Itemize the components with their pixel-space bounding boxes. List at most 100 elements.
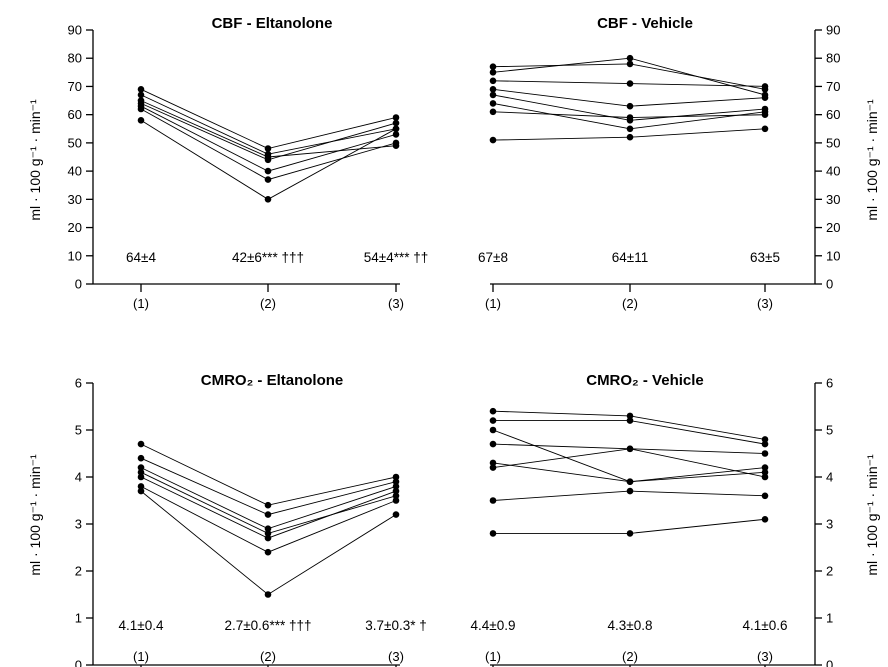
data-point: [626, 80, 634, 87]
stat-annotation: 4.4±0.9: [471, 618, 516, 633]
data-point: [392, 131, 400, 138]
x-tick-label: (1): [485, 649, 501, 664]
y-tick-label: 70: [826, 79, 840, 94]
data-point: [489, 136, 497, 144]
chart-panel-0: 0 10 20 30 40 50 60 70 80 90 (1) (2) (3) 64±4 42±6*** …: [68, 23, 429, 312]
data-point: [489, 63, 497, 70]
data-point: [489, 426, 497, 434]
y-tick-label: 1: [75, 611, 82, 626]
data-point: [761, 440, 769, 448]
y-tick-label: 80: [826, 51, 840, 66]
stat-annotation: 67±8: [478, 250, 508, 265]
data-point: [392, 483, 400, 490]
data-point: [264, 196, 272, 203]
stat-annotation: 64±11: [612, 250, 648, 265]
y-tick-label: 20: [826, 220, 840, 235]
y-tick-label: 3: [826, 517, 833, 532]
y-tick-label: 4: [826, 470, 833, 485]
data-point: [137, 464, 145, 471]
stat-annotation: 4.1±0.4: [119, 618, 164, 633]
data-point: [137, 86, 145, 93]
y-axis-label-right-top: ml · 100 g⁻¹ · min⁻¹: [864, 99, 880, 221]
y-tick-label: 0: [75, 277, 82, 292]
data-point: [489, 108, 497, 116]
data-point: [761, 469, 769, 476]
data-point: [137, 117, 145, 124]
y-tick-label: 0: [826, 658, 833, 667]
y-tick-label: 0: [826, 277, 833, 292]
data-point: [489, 77, 497, 85]
data-point: [761, 464, 769, 471]
data-point: [264, 534, 272, 542]
data-point: [392, 125, 400, 133]
y-tick-label: 40: [68, 164, 82, 179]
data-point: [626, 133, 634, 141]
y-tick-label: 60: [68, 107, 82, 122]
y-tick-label: 10: [826, 248, 840, 263]
x-tick-label: (3): [388, 296, 404, 311]
data-point: [264, 501, 272, 509]
panel-title: CMRO₂ - Eltanolone: [201, 372, 344, 389]
series-line: [140, 486, 397, 553]
data-point: [761, 473, 769, 481]
panel-title: CBF - Vehicle: [597, 15, 693, 32]
data-point: [137, 483, 145, 490]
series-line: [140, 467, 397, 530]
data-point: [137, 105, 145, 113]
x-tick-label: (3): [757, 649, 773, 664]
series-line: [492, 429, 766, 483]
data-point: [761, 450, 769, 457]
chart-panel-2: 0 1 2 3 4 5 6 (1) (2) (3) 4.1±0.4 2.7±0.6*** ††† 3.7…: [75, 376, 427, 667]
data-point: [137, 91, 145, 99]
data-point: [626, 102, 634, 110]
data-point: [489, 497, 497, 504]
stat-annotation: 4.3±0.8: [608, 618, 653, 633]
y-tick-label: 40: [826, 164, 840, 179]
data-point: [761, 83, 769, 90]
x-tick-label: (3): [388, 649, 404, 664]
data-point: [761, 111, 769, 118]
y-tick-label: 50: [826, 135, 840, 150]
data-point: [489, 86, 497, 93]
panel-cbf-eltanolone: CBF - Eltanolone: [212, 15, 333, 32]
y-tick-label: 4: [75, 470, 82, 485]
y-tick-label: 5: [826, 423, 833, 438]
data-point: [626, 60, 634, 68]
data-point: [392, 487, 400, 495]
y-axis-label-left-top: ml · 100 g⁻¹ · min⁻¹: [27, 99, 43, 221]
data-point: [264, 548, 272, 556]
data-point: [761, 94, 769, 101]
stat-annotation: 64±4: [126, 250, 156, 265]
x-tick-label: (1): [133, 649, 149, 664]
data-point: [137, 487, 145, 495]
data-point: [264, 167, 272, 175]
data-point: [392, 119, 400, 127]
y-tick-label: 90: [826, 23, 840, 38]
data-point: [626, 478, 634, 486]
x-tick-label: (2): [622, 649, 638, 664]
data-point: [264, 530, 272, 537]
data-point: [392, 473, 400, 481]
stat-annotation: 3.7±0.3* †: [365, 618, 426, 633]
data-point: [264, 525, 272, 532]
data-point: [761, 516, 769, 523]
series-line: [140, 88, 397, 149]
x-tick-label: (1): [133, 296, 149, 311]
data-point: [489, 530, 497, 537]
x-tick-label: (2): [260, 649, 276, 664]
data-point: [137, 473, 145, 481]
data-point: [264, 176, 272, 183]
y-tick-label: 10: [68, 248, 82, 263]
data-point: [626, 412, 634, 420]
panel-cbf-vehicle: CBF - Vehicle: [597, 15, 693, 32]
y-tick-label: 90: [68, 23, 82, 38]
y-tick-label: 2: [826, 564, 833, 579]
stat-annotation: 63±5: [750, 250, 780, 265]
data-point: [392, 511, 400, 518]
y-axis-label-left-bottom: ml · 100 g⁻¹ · min⁻¹: [27, 454, 43, 576]
data-point: [264, 156, 272, 164]
data-point: [626, 417, 634, 424]
y-tick-label: 5: [75, 423, 82, 438]
panel-cmro2-eltanolone: CMRO₂ - Eltanolone: [201, 372, 344, 389]
